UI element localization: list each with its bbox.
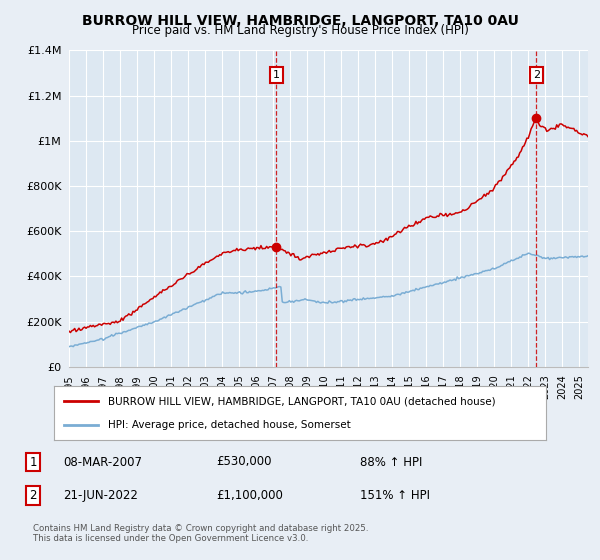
Text: £1,100,000: £1,100,000	[216, 489, 283, 502]
Text: £530,000: £530,000	[216, 455, 271, 469]
Text: BURROW HILL VIEW, HAMBRIDGE, LANGPORT, TA10 0AU (detached house): BURROW HILL VIEW, HAMBRIDGE, LANGPORT, T…	[108, 396, 496, 407]
Text: 08-MAR-2007: 08-MAR-2007	[63, 455, 142, 469]
Text: 2: 2	[29, 489, 37, 502]
Text: 88% ↑ HPI: 88% ↑ HPI	[360, 455, 422, 469]
Text: Contains HM Land Registry data © Crown copyright and database right 2025.
This d: Contains HM Land Registry data © Crown c…	[33, 524, 368, 543]
Text: BURROW HILL VIEW, HAMBRIDGE, LANGPORT, TA10 0AU: BURROW HILL VIEW, HAMBRIDGE, LANGPORT, T…	[82, 14, 518, 28]
Text: 2: 2	[533, 70, 540, 80]
Text: 1: 1	[273, 70, 280, 80]
Text: HPI: Average price, detached house, Somerset: HPI: Average price, detached house, Some…	[108, 419, 351, 430]
Text: 151% ↑ HPI: 151% ↑ HPI	[360, 489, 430, 502]
Text: 1: 1	[29, 455, 37, 469]
Text: Price paid vs. HM Land Registry's House Price Index (HPI): Price paid vs. HM Land Registry's House …	[131, 24, 469, 37]
Text: 21-JUN-2022: 21-JUN-2022	[63, 489, 138, 502]
